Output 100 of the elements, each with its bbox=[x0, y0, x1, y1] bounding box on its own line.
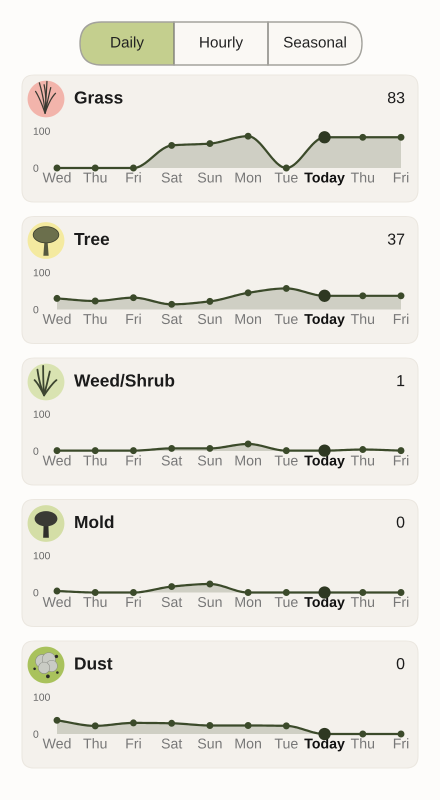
x-tick-label: Fri bbox=[394, 596, 408, 607]
x-tick-label: Tue bbox=[274, 456, 298, 466]
x-tick-label: Mon bbox=[235, 597, 261, 608]
x-tick-label: Thu bbox=[350, 596, 374, 608]
x-tick-label: Thu bbox=[83, 738, 106, 749]
y-tick-label: 0 bbox=[33, 730, 38, 738]
x-tick-label: Wed bbox=[42, 455, 71, 466]
x-tick-label: Thu bbox=[83, 596, 106, 608]
x-tick-label: Thu bbox=[350, 172, 374, 183]
y-tick-label: 100 bbox=[34, 128, 50, 135]
x-tick-label: Today bbox=[304, 314, 345, 327]
point bbox=[282, 164, 290, 172]
x-tick-label: Thu bbox=[350, 738, 374, 749]
x-tick-label: Today bbox=[304, 596, 345, 610]
category-label: Hourly bbox=[200, 36, 244, 51]
x-tick-label: Fri bbox=[126, 455, 141, 466]
x-tick-label: Sat bbox=[162, 456, 182, 466]
x-tick-label: Thu bbox=[83, 172, 106, 183]
point bbox=[244, 440, 252, 448]
x-tick-label: Fri bbox=[394, 455, 408, 466]
y-tick-label: 0 bbox=[33, 306, 38, 314]
x-tick-label: Sun bbox=[198, 172, 222, 183]
x-tick-label: Thu bbox=[350, 314, 374, 324]
point bbox=[282, 447, 290, 454]
chart-title: Mold bbox=[75, 515, 114, 528]
point bbox=[359, 446, 366, 453]
text: 83 bbox=[388, 92, 404, 104]
x-tick-label: Fri bbox=[126, 596, 141, 607]
y-tick-label: 0 bbox=[33, 448, 38, 455]
x-tick-label: Today bbox=[304, 455, 345, 468]
point bbox=[206, 298, 214, 305]
text: 0 bbox=[396, 658, 404, 670]
point bbox=[130, 589, 137, 596]
category-label: Seasonal bbox=[284, 36, 346, 48]
point bbox=[398, 447, 404, 454]
point bbox=[206, 140, 214, 148]
point bbox=[244, 722, 252, 729]
x-tick-label: Mon bbox=[235, 314, 261, 324]
point bbox=[359, 730, 366, 738]
y-tick-label: 100 bbox=[34, 269, 50, 276]
point bbox=[54, 164, 60, 172]
x-tick-label: Tue bbox=[274, 738, 298, 749]
chart-title: Dust bbox=[75, 658, 112, 670]
x-tick-label: Thu bbox=[83, 455, 106, 466]
x-tick-label: Fri bbox=[394, 738, 408, 748]
x-tick-label: Thu bbox=[83, 314, 106, 324]
text: 0 bbox=[396, 516, 404, 528]
point bbox=[282, 589, 290, 596]
y-tick-label: 0 bbox=[33, 589, 38, 596]
x-tick-label: Wed bbox=[42, 314, 71, 324]
point bbox=[398, 730, 404, 738]
x-tick-label: Tue bbox=[274, 314, 298, 324]
x-tick-label: Mon bbox=[235, 172, 261, 183]
x-tick-label: Today bbox=[304, 172, 345, 186]
point bbox=[168, 583, 176, 590]
x-tick-label: Sat bbox=[162, 597, 182, 608]
x-tick-label: Mon bbox=[235, 738, 261, 749]
point bbox=[398, 589, 404, 596]
x-tick-label: Sat bbox=[162, 738, 182, 749]
point bbox=[359, 589, 366, 596]
point bbox=[92, 447, 99, 454]
point bbox=[398, 292, 404, 300]
chart-title: Grass bbox=[74, 91, 123, 104]
point bbox=[206, 444, 214, 452]
point bbox=[206, 722, 214, 729]
point bbox=[168, 300, 176, 308]
point bbox=[130, 719, 137, 726]
point bbox=[244, 589, 252, 596]
point bbox=[92, 589, 99, 596]
x-tick-label: Fri bbox=[126, 314, 141, 324]
point bbox=[168, 142, 176, 149]
x-tick-label: Sun bbox=[198, 456, 222, 466]
point bbox=[282, 284, 290, 292]
x-tick-label: Sat bbox=[162, 172, 182, 183]
y-tick-label: 100 bbox=[34, 694, 50, 701]
point bbox=[92, 164, 99, 172]
chart-title: Weed/Shrub bbox=[74, 374, 174, 387]
point bbox=[54, 447, 60, 454]
text: 1 bbox=[397, 375, 404, 386]
category-label: Daily bbox=[111, 36, 144, 51]
point bbox=[130, 447, 137, 454]
x-tick-label: Wed bbox=[42, 596, 71, 608]
point bbox=[398, 134, 404, 141]
y-tick-label: 100 bbox=[34, 552, 50, 560]
x-tick-label: Wed bbox=[42, 738, 71, 749]
x-tick-label: Tue bbox=[274, 597, 298, 608]
text: 37 bbox=[388, 233, 404, 245]
point bbox=[359, 292, 366, 300]
point bbox=[54, 716, 60, 724]
x-tick-label: Mon bbox=[235, 456, 261, 466]
chart-title: Tree bbox=[74, 233, 110, 246]
x-tick-label: Sun bbox=[198, 597, 222, 608]
point bbox=[168, 444, 176, 452]
x-tick-label: Today bbox=[304, 738, 345, 752]
x-tick-label: Wed bbox=[42, 172, 71, 183]
x-tick-label: Sat bbox=[162, 314, 182, 324]
point bbox=[54, 294, 60, 302]
point bbox=[54, 588, 60, 594]
x-tick-label: Sun bbox=[198, 314, 222, 324]
point bbox=[130, 164, 137, 172]
